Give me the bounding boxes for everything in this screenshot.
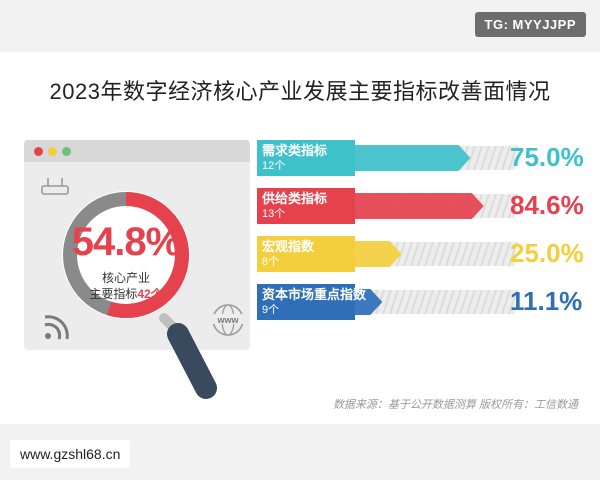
bar-hatch <box>438 241 448 267</box>
bar-hatch <box>508 193 518 219</box>
center-percent: 54.8% <box>71 220 181 264</box>
bar-hatch <box>494 289 504 315</box>
bar-hatch <box>445 289 455 315</box>
bar-count-label: 8个 <box>262 256 280 268</box>
magnifier-icon <box>159 313 217 399</box>
bar-category-label: 宏观指数 <box>262 239 315 254</box>
bar-hatch <box>410 241 420 267</box>
bar-category-label: 需求类指标 <box>262 143 328 158</box>
bar-hatch <box>424 289 434 315</box>
bar-hatch <box>417 289 427 315</box>
bar-hatch <box>459 289 469 315</box>
center-line2: 主要指标42个 <box>66 286 186 302</box>
bar-hatch <box>466 289 476 315</box>
bar-label: 需求类指标 12个 <box>262 143 327 173</box>
center-count: 42个 <box>137 287 163 301</box>
rss-icon <box>44 315 69 340</box>
bar-label: 资本市场重点指数 9个 <box>262 287 366 317</box>
bar-value-label: 11.1% <box>510 286 583 316</box>
ring-progress <box>63 192 189 318</box>
bar-label-tab <box>257 188 355 224</box>
site-badge: www.gzshl68.cn <box>10 440 131 468</box>
bar-hatch <box>396 289 406 315</box>
bar-label-tab <box>257 236 355 272</box>
source-note: 数据来源：基于公开数据测算 版权所有：工信数通 <box>332 399 578 411</box>
bar-hatch <box>466 241 476 267</box>
bar-hatch <box>410 289 420 315</box>
bar-hatch <box>480 145 490 171</box>
bar-label: 宏观指数 8个 <box>262 239 314 269</box>
bar-1 <box>355 193 484 219</box>
bars-layer <box>257 140 518 320</box>
bar-category-label: 供给类指标 <box>262 191 328 206</box>
bar-hatch <box>501 145 511 171</box>
bar-hatch <box>494 193 504 219</box>
bar-value-label: 84.6% <box>510 190 584 220</box>
bar-hatch <box>473 289 483 315</box>
bar-hatch <box>417 241 427 267</box>
bar-hatch <box>480 241 490 267</box>
window-dot-red <box>34 147 43 156</box>
bar-value-label: 75.0% <box>510 142 584 172</box>
bar-label-tab <box>257 284 355 320</box>
bar-hatch <box>494 241 504 267</box>
bar-hatch <box>438 289 448 315</box>
bar-value-label: 25.0% <box>510 238 584 268</box>
center-caption: 核心产业 主要指标42个 <box>66 270 186 302</box>
ring-inner <box>62 191 190 319</box>
bar-hatch <box>382 289 392 315</box>
center-line2-prefix: 主要指标 <box>89 287 138 301</box>
bar-hatch <box>501 193 511 219</box>
svg-text:www: www <box>216 315 239 325</box>
bar-hatch <box>501 241 511 267</box>
bar-hatch <box>403 289 413 315</box>
bar-hatch <box>487 193 497 219</box>
bar-hatch <box>480 289 490 315</box>
bar-2 <box>355 241 402 267</box>
tg-badge: TG: MYYJJPP <box>474 12 586 37</box>
bar-3 <box>355 289 383 315</box>
router-icon <box>41 178 69 195</box>
bar-hatch <box>487 145 497 171</box>
bar-hatch <box>494 145 504 171</box>
bar-hatch <box>466 145 476 171</box>
bar-hatch <box>487 241 497 267</box>
bar-count-label: 12个 <box>262 160 286 172</box>
bar-hatch <box>424 241 434 267</box>
bar-0 <box>355 145 471 171</box>
bar-hatch <box>389 289 399 315</box>
browser-title-bar <box>24 140 250 162</box>
bar-hatch <box>473 241 483 267</box>
bar-hatch <box>501 289 511 315</box>
window-dot-green <box>62 147 71 156</box>
bar-hatch <box>459 241 469 267</box>
bar-hatch <box>445 241 455 267</box>
bar-hatch <box>452 241 462 267</box>
bar-count-label: 9个 <box>262 304 280 316</box>
bar-hatch <box>508 145 518 171</box>
bar-hatch <box>508 289 518 315</box>
bar-hatch <box>431 289 441 315</box>
bar-hatch <box>480 193 490 219</box>
window-dot-yellow <box>48 147 57 156</box>
bar-hatch <box>473 145 483 171</box>
bar-hatch <box>487 289 497 315</box>
bar-hatch <box>431 241 441 267</box>
chart-title: 2023年数字经济核心产业发展主要指标改善面情况 <box>49 79 551 104</box>
bar-hatch <box>508 241 518 267</box>
bar-hatch <box>403 241 413 267</box>
bar-hatch <box>452 289 462 315</box>
bar-label: 供给类指标 13个 <box>262 191 327 221</box>
center-line1: 核心产业 <box>101 271 150 285</box>
www-globe-icon: www <box>210 304 246 336</box>
bar-category-label: 资本市场重点指数 <box>262 287 367 302</box>
bar-label-tab <box>257 140 355 176</box>
bar-count-label: 13个 <box>262 208 286 220</box>
